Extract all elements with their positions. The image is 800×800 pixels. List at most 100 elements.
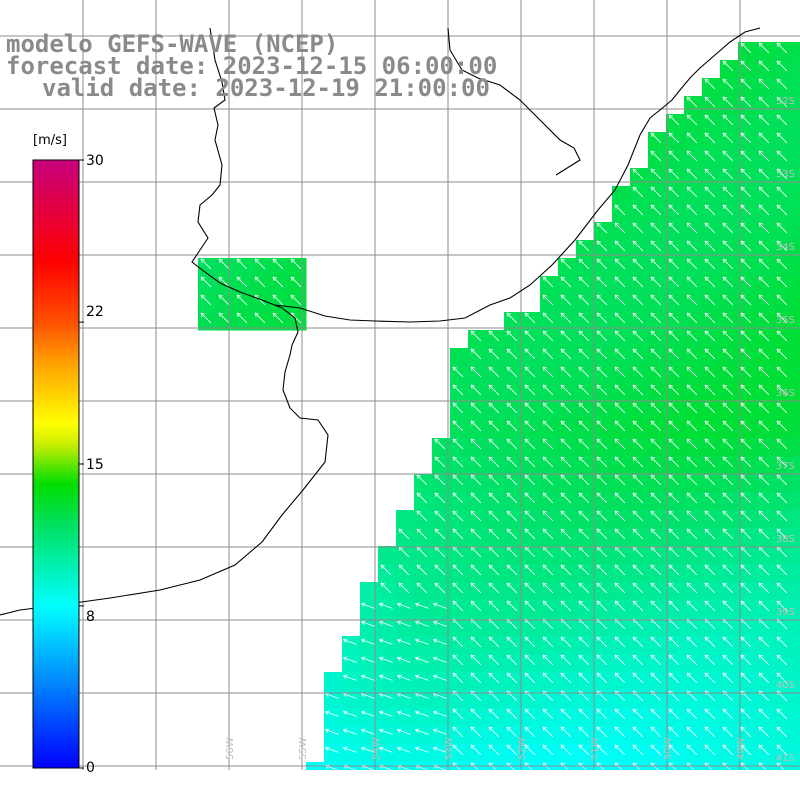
wind-cell	[342, 654, 361, 673]
wind-arrow	[578, 330, 590, 342]
wind-cell	[432, 528, 451, 547]
wind-arrow	[524, 708, 536, 720]
wind-arrow	[758, 492, 770, 504]
wind-arrow	[470, 582, 482, 594]
wind-arrow	[686, 276, 698, 288]
wind-arrow	[434, 456, 446, 468]
wind-cell	[756, 96, 775, 115]
wind-cell	[720, 276, 739, 295]
wind-arrow	[722, 348, 734, 360]
wind-cell	[558, 438, 577, 457]
wind-cell	[558, 456, 577, 475]
wind-cell	[450, 636, 469, 655]
wind-cell	[684, 96, 703, 115]
wind-cell	[468, 582, 487, 601]
wind-arrow	[650, 510, 662, 522]
wind-cell	[504, 690, 523, 709]
wind-arrow	[704, 582, 716, 594]
wind-arrow	[434, 492, 446, 504]
wind-cell	[558, 564, 577, 583]
wind-arrow	[470, 600, 482, 612]
wind-cell	[432, 474, 451, 493]
wind-cell	[702, 258, 721, 277]
wind-arrow	[254, 276, 266, 288]
wind-cell	[486, 474, 505, 493]
wind-cell	[684, 222, 703, 241]
wind-cell	[504, 582, 523, 601]
wind-cell	[270, 312, 289, 331]
wind-arrow	[740, 330, 752, 342]
wind-arrow	[686, 564, 698, 576]
wind-arrow	[614, 330, 626, 342]
wind-arrow	[632, 366, 644, 378]
wind-arrow	[740, 636, 752, 648]
wind-arrow	[452, 402, 464, 414]
wind-arrow	[542, 348, 554, 360]
wind-cell	[792, 438, 800, 457]
wind-cell	[648, 582, 667, 601]
wind-arrow	[380, 564, 392, 576]
wind-arrow	[560, 276, 572, 288]
wind-cell	[684, 114, 703, 133]
wind-cell	[378, 636, 397, 655]
wind-arrow	[668, 312, 680, 324]
wind-arrow	[722, 276, 734, 288]
wind-cell	[774, 222, 793, 241]
wind-arrow	[434, 510, 446, 522]
wind-arrow	[776, 510, 788, 522]
wind-arrow	[668, 348, 680, 360]
wind-cell	[666, 114, 685, 133]
wind-arrow	[361, 710, 375, 717]
wind-arrow	[650, 186, 662, 198]
wind-cell	[558, 420, 577, 439]
wind-cell	[774, 654, 793, 673]
wind-cell	[522, 348, 541, 367]
wind-arrow	[668, 330, 680, 342]
wind-arrow	[722, 186, 734, 198]
wind-cell	[360, 582, 379, 601]
wind-arrow	[758, 78, 770, 90]
wind-cell	[648, 528, 667, 547]
wind-arrow	[470, 330, 482, 342]
wind-cell	[738, 420, 757, 439]
wind-arrow	[434, 438, 446, 450]
wind-arrow	[434, 564, 446, 576]
wind-arrow	[632, 438, 644, 450]
wind-cell	[450, 510, 469, 529]
wind-arrow	[650, 294, 662, 306]
wind-arrow	[758, 726, 770, 738]
wind-cell	[738, 114, 757, 133]
wind-cell	[504, 456, 523, 475]
wind-arrow	[776, 366, 788, 378]
wind-cell	[792, 132, 800, 151]
wind-arrow	[704, 294, 716, 306]
wind-arrow	[542, 438, 554, 450]
wind-arrow	[776, 114, 788, 126]
colorbar-unit: [m/s]	[33, 133, 67, 148]
wind-arrow	[722, 654, 734, 666]
wind-cell	[612, 222, 631, 241]
wind-cell	[540, 618, 559, 637]
wind-arrow	[488, 474, 500, 486]
wind-cell	[702, 348, 721, 367]
wind-cell	[738, 510, 757, 529]
wind-arrow	[560, 528, 572, 540]
wind-arrow	[506, 366, 518, 378]
wind-arrow	[668, 474, 680, 486]
wind-cell	[252, 312, 271, 331]
wind-cell	[702, 330, 721, 349]
wind-cell	[702, 204, 721, 223]
wind-arrow	[650, 348, 662, 360]
wind-arrow	[560, 708, 572, 720]
wind-arrow	[416, 492, 428, 504]
wind-cell	[648, 240, 667, 259]
wind-arrow	[704, 78, 716, 90]
wind-cell	[684, 690, 703, 709]
wind-cell	[594, 402, 613, 421]
wind-arrow	[218, 276, 230, 288]
lon-label: 53W	[444, 737, 455, 760]
wind-cell	[558, 348, 577, 367]
wind-cell	[792, 528, 800, 547]
wind-cell	[648, 438, 667, 457]
wind-arrow	[740, 168, 752, 180]
